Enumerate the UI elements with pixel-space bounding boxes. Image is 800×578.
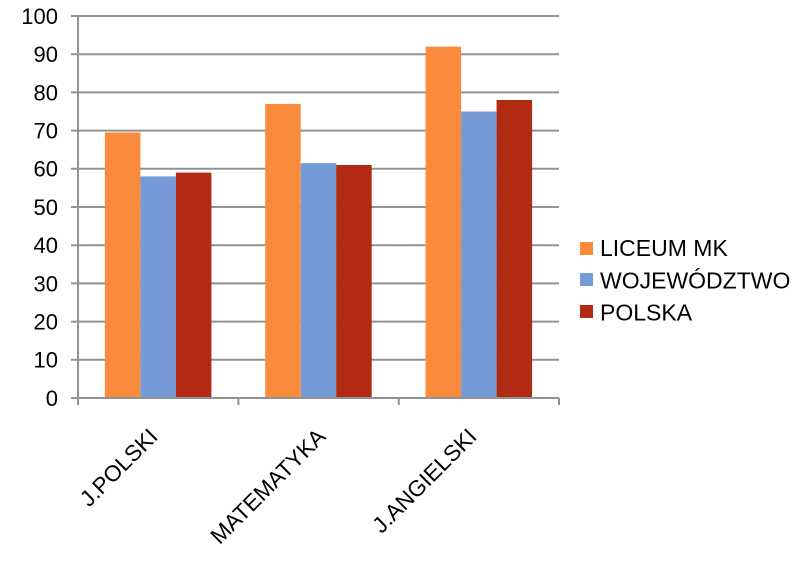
svg-text:10: 10 (34, 348, 58, 373)
svg-text:80: 80 (34, 80, 58, 105)
svg-text:20: 20 (34, 310, 58, 335)
svg-text:POLSKA: POLSKA (600, 299, 693, 325)
svg-text:60: 60 (34, 157, 58, 182)
svg-text:30: 30 (34, 271, 58, 296)
svg-text:LICEUM MK: LICEUM MK (600, 235, 728, 261)
svg-text:0: 0 (46, 386, 58, 411)
svg-text:90: 90 (34, 42, 58, 67)
svg-text:40: 40 (34, 233, 58, 258)
svg-text:70: 70 (34, 119, 58, 144)
svg-text:100: 100 (21, 4, 58, 29)
svg-text:WOJEWÓDZTWO: WOJEWÓDZTWO (600, 267, 790, 293)
svg-text:50: 50 (34, 195, 58, 220)
